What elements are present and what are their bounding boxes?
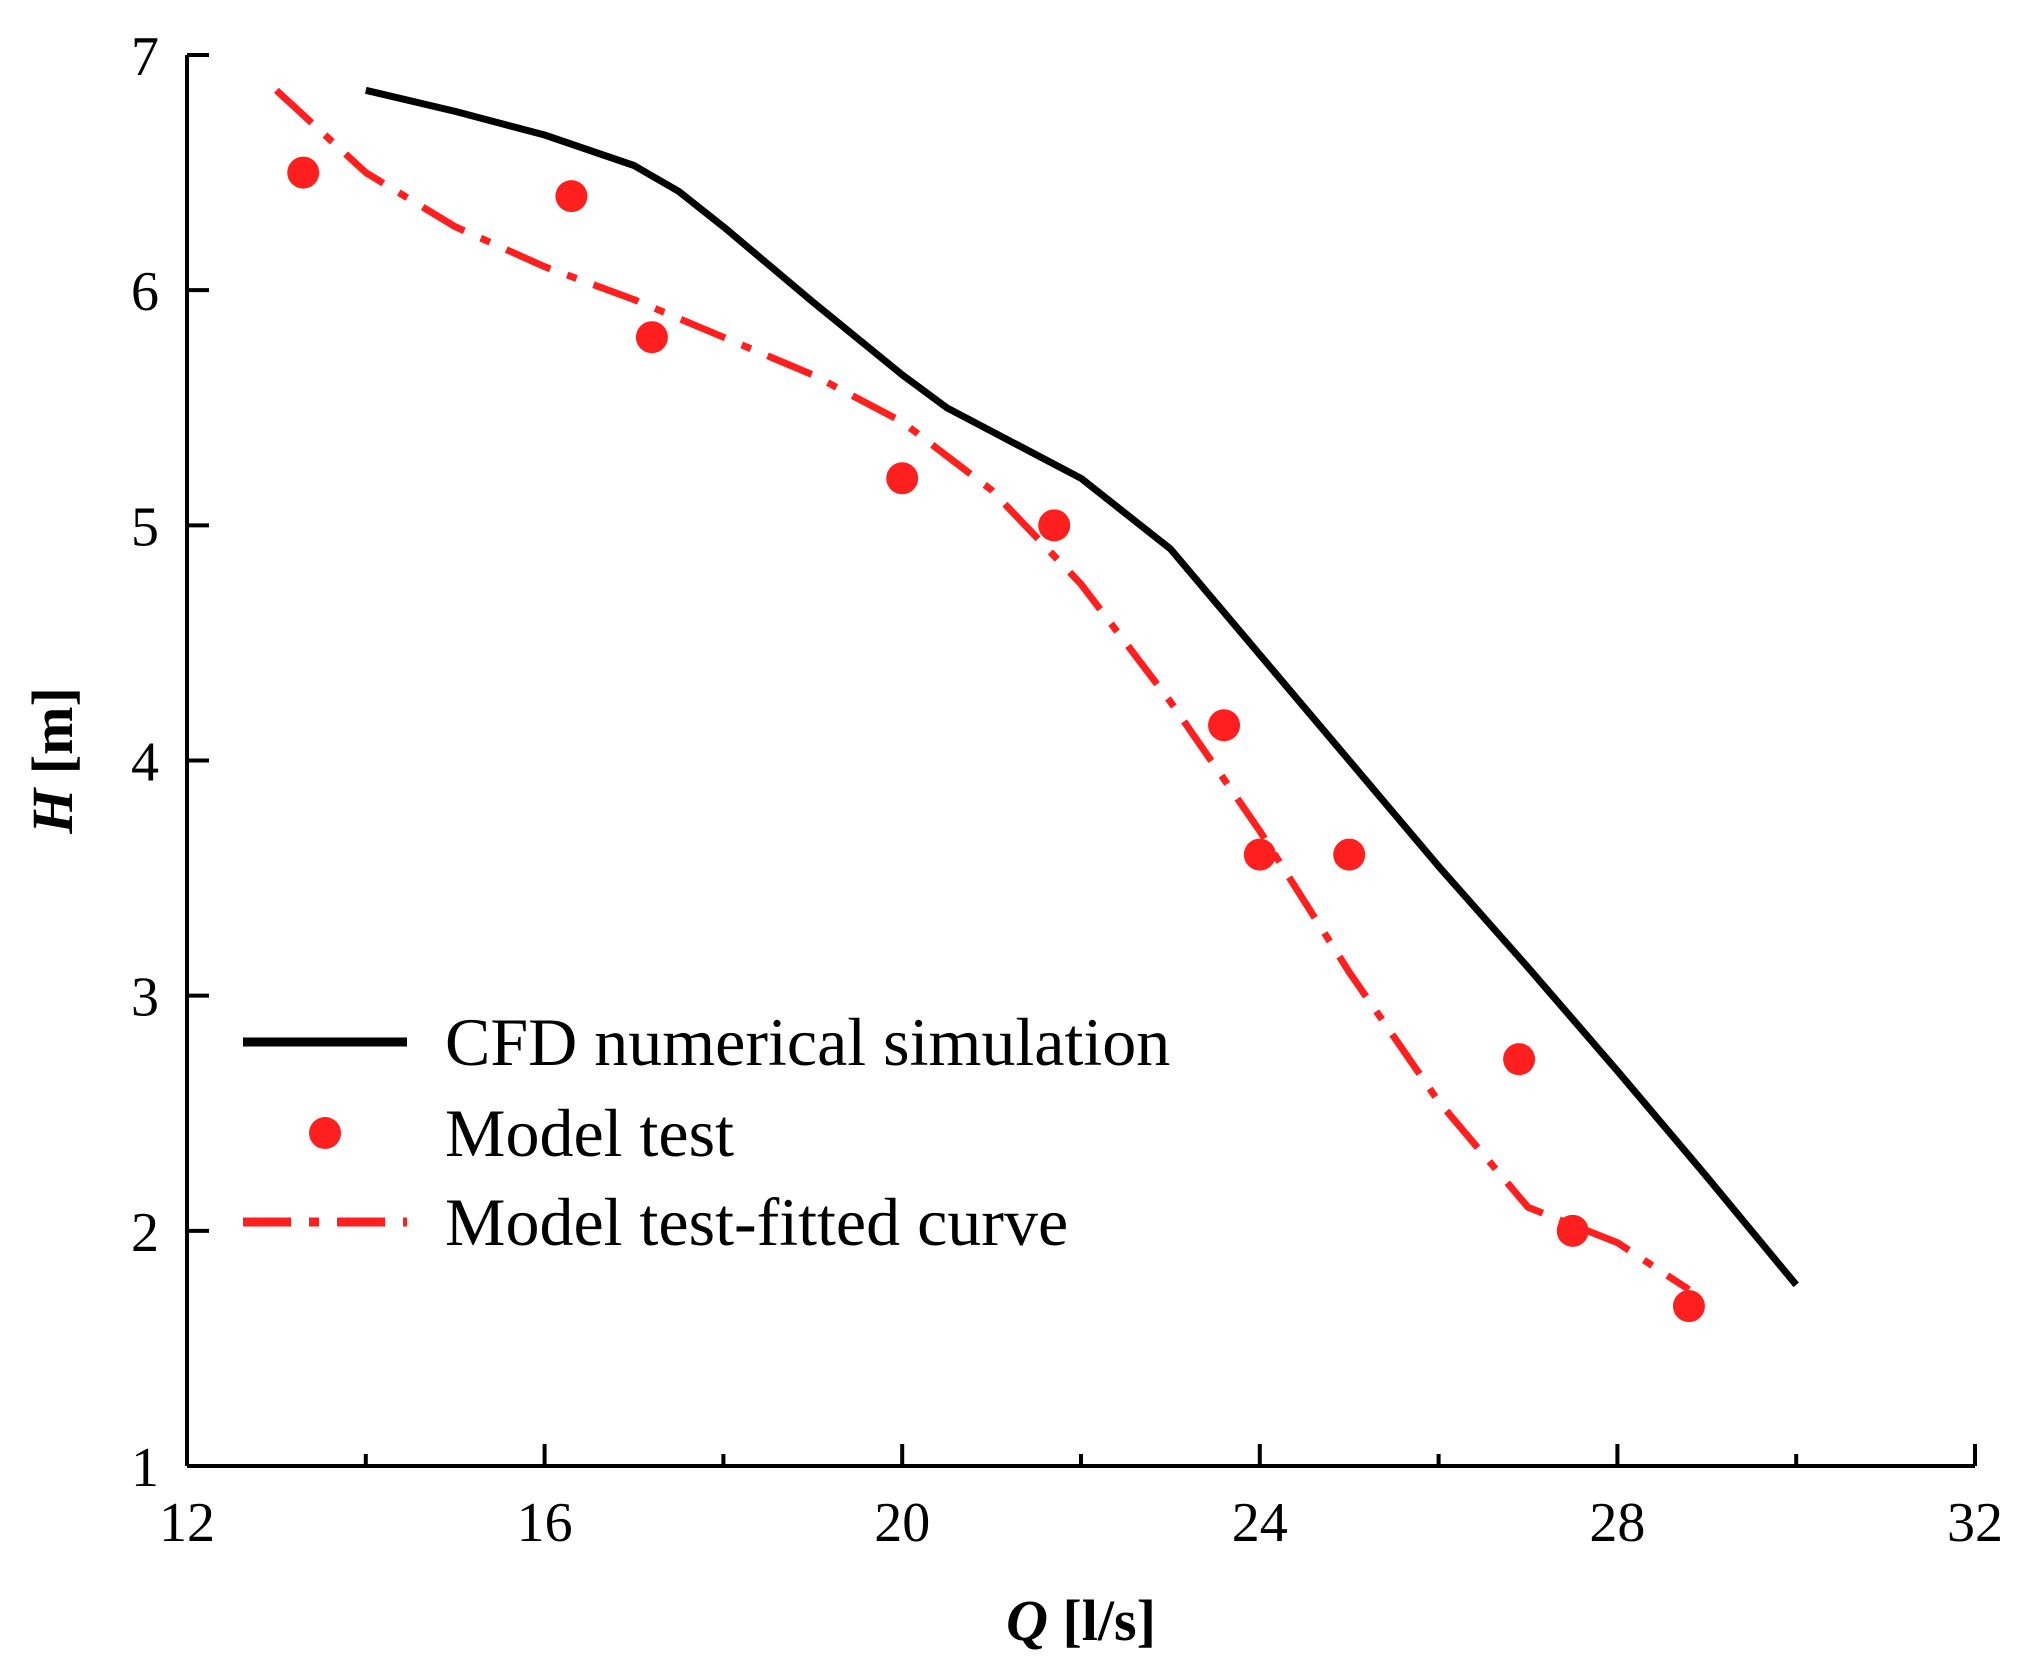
y-tick-label: 5	[131, 496, 159, 558]
model-test-point	[1038, 509, 1071, 542]
model-test-point	[1503, 1043, 1536, 1076]
model-test-point	[1243, 838, 1276, 871]
model-test-point	[886, 462, 919, 495]
plot-lines	[274, 86, 1799, 1323]
x-tick-label: 32	[1947, 1492, 2003, 1554]
y-axis-unit: [m]	[20, 687, 85, 788]
x-tick-label: 28	[1589, 1492, 1645, 1554]
y-tick-label: 6	[131, 261, 159, 323]
x-axis-var: Q	[1006, 1588, 1048, 1653]
x-tick-label: 16	[517, 1492, 573, 1554]
fitted-curve-line	[274, 87, 1691, 1293]
y-tick-label: 2	[131, 1202, 159, 1264]
y-ticks: 1 2 3 4 5 6 7	[131, 26, 209, 1499]
y-axis-title: H [m]	[20, 687, 85, 835]
model-test-point	[1208, 709, 1241, 742]
x-tick-label: 20	[874, 1492, 930, 1554]
model-test-point	[635, 321, 668, 354]
model-test-point	[1333, 838, 1366, 871]
legend-label-model-test: Model test	[445, 1095, 734, 1171]
x-axis-title: Q [l/s]	[1006, 1588, 1156, 1653]
x-ticks: 12 16 20 24 28 32	[159, 1444, 2003, 1554]
y-tick-label: 1	[131, 1437, 159, 1499]
legend-swatch-model-test	[309, 1117, 341, 1149]
legend: CFD numerical simulation Model test Mode…	[243, 1004, 1170, 1260]
x-axis-unit: [l/s]	[1048, 1588, 1156, 1653]
model-test-point	[555, 180, 588, 213]
x-tick-label: 24	[1232, 1492, 1288, 1554]
y-tick-label: 4	[131, 732, 159, 794]
model-test-point	[1672, 1290, 1705, 1323]
x-tick-label: 12	[159, 1492, 215, 1554]
y-axis-var: H	[20, 787, 85, 835]
cfd-simulation-line	[364, 86, 1799, 1288]
legend-label-cfd: CFD numerical simulation	[445, 1004, 1170, 1080]
model-test-point	[287, 156, 320, 189]
y-tick-label: 7	[131, 26, 159, 88]
y-tick-label: 3	[131, 967, 159, 1029]
legend-label-fitted-curve: Model test-fitted curve	[445, 1184, 1068, 1260]
